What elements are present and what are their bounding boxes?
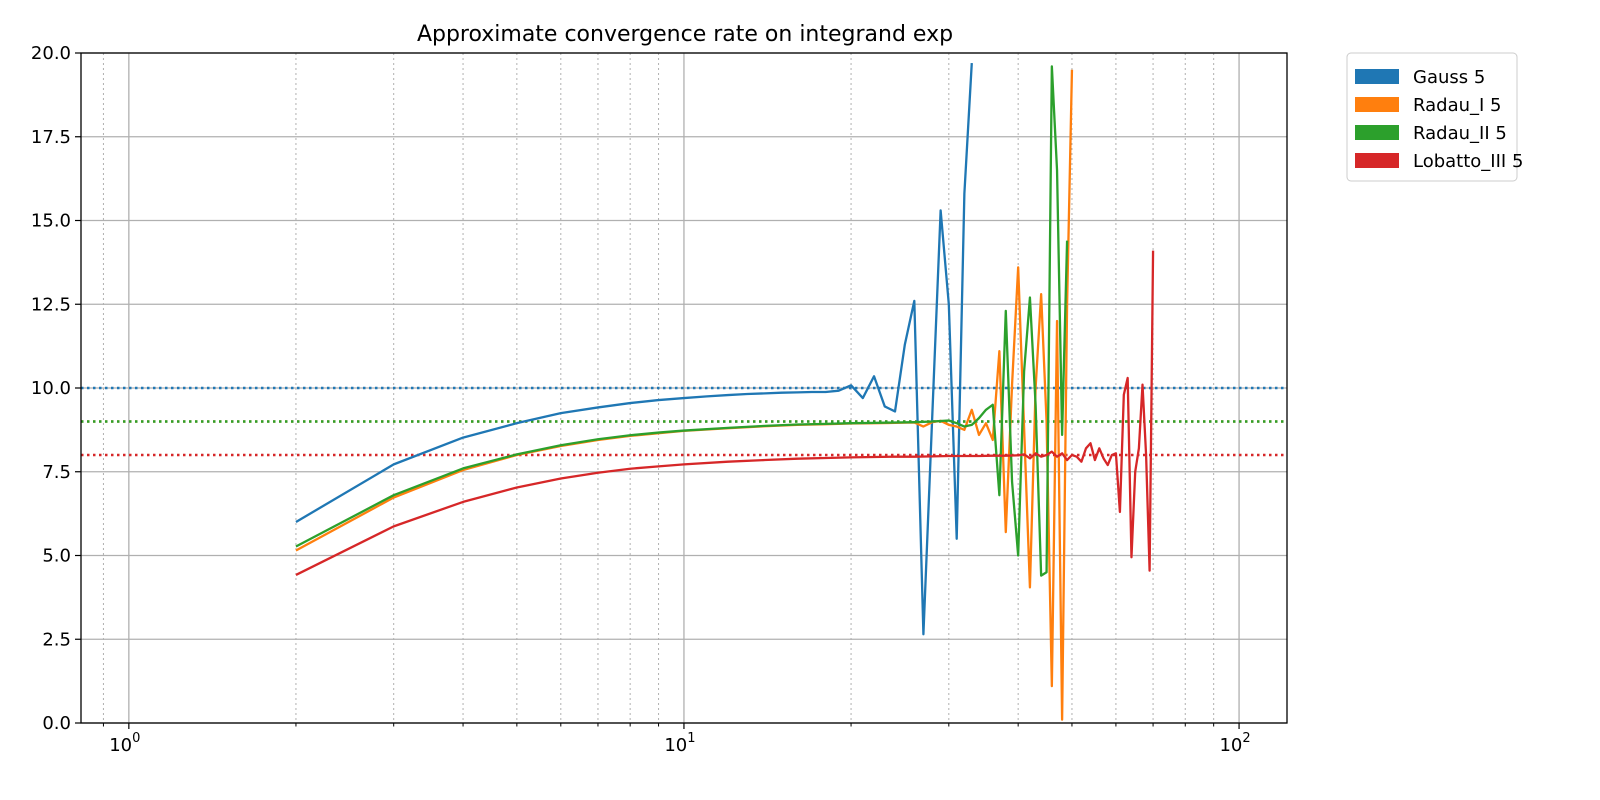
x-tick-label: 101 bbox=[664, 731, 695, 756]
y-axis: 0.0 2.5 5.0 7.5 10.0 12.5 15.0 17.5 20.0 bbox=[31, 43, 81, 734]
x-tick-label: 102 bbox=[1219, 731, 1250, 756]
legend-label-radau-ii-5: Radau_II 5 bbox=[1413, 123, 1507, 144]
legend-label-lobatto-iii-5: Lobatto_III 5 bbox=[1413, 151, 1523, 172]
legend-label-radau-i-5: Radau_I 5 bbox=[1413, 95, 1502, 116]
series-line-lobatto-iii-5 bbox=[295, 250, 1155, 576]
y-tick-label: 7.5 bbox=[42, 462, 71, 483]
legend-swatch-lobatto-iii-5 bbox=[1355, 153, 1399, 168]
y-tick-label: 12.5 bbox=[31, 294, 71, 315]
series-lines bbox=[295, 62, 1155, 721]
y-tick-label: 2.5 bbox=[42, 629, 71, 650]
legend-swatch-gauss-5 bbox=[1355, 69, 1399, 84]
series-line-gauss-5 bbox=[295, 62, 973, 636]
legend: Gauss 5 Radau_I 5 Radau_II 5 Lobatto_III 5 bbox=[1346, 52, 1523, 182]
x-axis: 100 101 102 bbox=[102, 723, 1251, 756]
legend-box bbox=[1346, 52, 1518, 182]
y-tick-label: 20.0 bbox=[31, 43, 71, 64]
y-tick-label: 15.0 bbox=[31, 211, 71, 232]
series-line-radau-ii-5 bbox=[295, 65, 1069, 577]
x-tick-label: 100 bbox=[109, 731, 140, 756]
legend-label-gauss-5: Gauss 5 bbox=[1413, 67, 1485, 88]
legend-swatch-radau-ii-5 bbox=[1355, 125, 1399, 140]
legend-swatch-radau-i-5 bbox=[1355, 97, 1399, 112]
y-tick-label: 10.0 bbox=[31, 378, 71, 399]
chart-title: Approximate convergence rate on integran… bbox=[417, 22, 953, 47]
y-tick-label: 17.5 bbox=[31, 127, 71, 148]
y-tick-label: 0.0 bbox=[42, 713, 71, 734]
y-tick-label: 5.0 bbox=[42, 546, 71, 567]
